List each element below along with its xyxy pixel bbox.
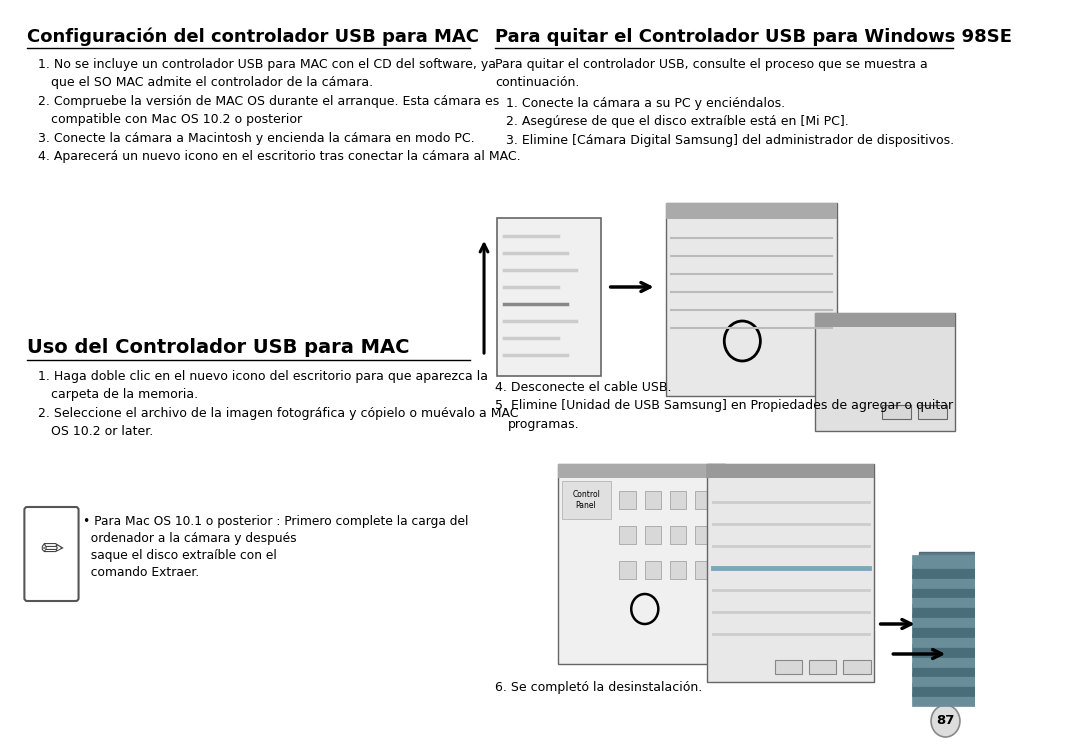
Bar: [645, 526, 661, 544]
Bar: [665, 203, 837, 219]
Text: ✏: ✏: [40, 536, 63, 564]
Bar: [558, 464, 725, 664]
Bar: [670, 491, 686, 509]
Text: Configuración del controlador USB para MAC: Configuración del controlador USB para M…: [27, 28, 480, 46]
Bar: [814, 313, 955, 431]
Text: Para quitar el Controlador USB para Windows 98SE: Para quitar el Controlador USB para Wind…: [495, 28, 1012, 46]
Bar: [919, 552, 1053, 700]
Text: 2. Seleccione el archivo de la imagen fotográfica y cópielo o muévalo a MAC: 2. Seleccione el archivo de la imagen fo…: [38, 407, 518, 420]
Bar: [774, 660, 802, 674]
Bar: [707, 464, 874, 478]
FancyBboxPatch shape: [25, 507, 79, 601]
Text: 2. Asegúrese de que el disco extraíble está en [Mi PC].: 2. Asegúrese de que el disco extraíble e…: [505, 115, 849, 128]
Text: comando Extraer.: comando Extraer.: [83, 566, 200, 580]
Text: Uso del Controlador USB para MAC: Uso del Controlador USB para MAC: [27, 338, 409, 357]
Bar: [843, 660, 870, 674]
Text: 1. No se incluye un controlador USB para MAC con el CD del software, ya: 1. No se incluye un controlador USB para…: [38, 58, 496, 71]
Text: 4. Desconecte el cable USB.: 4. Desconecte el cable USB.: [495, 381, 672, 394]
Bar: [918, 405, 947, 419]
Text: programas.: programas.: [508, 418, 579, 431]
Text: • Para Mac OS 10.1 o posterior : Primero complete la carga del: • Para Mac OS 10.1 o posterior : Primero…: [83, 515, 469, 528]
Bar: [882, 405, 912, 419]
Text: saque el disco extraíble con el: saque el disco extraíble con el: [83, 549, 276, 562]
Bar: [645, 491, 661, 509]
Text: ordenador a la cámara y después: ordenador a la cámara y después: [83, 532, 297, 545]
Bar: [497, 218, 600, 376]
Bar: [620, 491, 636, 509]
Text: 3. Conecte la cámara a Macintosh y encienda la cámara en modo PC.: 3. Conecte la cámara a Macintosh y encie…: [38, 132, 474, 145]
Bar: [620, 526, 636, 544]
Text: 1. Haga doble clic en el nuevo icono del escritorio para que aparezca la: 1. Haga doble clic en el nuevo icono del…: [38, 370, 488, 383]
Bar: [645, 561, 661, 579]
Text: 4. Aparecerá un nuevo icono en el escritorio tras conectar la cámara al MAC.: 4. Aparecerá un nuevo icono en el escrit…: [38, 150, 521, 163]
Bar: [620, 561, 636, 579]
Text: que el SO MAC admite el controlador de la cámara.: que el SO MAC admite el controlador de l…: [51, 76, 373, 90]
Text: 3. Elimine [Cámara Digital Samsung] del administrador de dispositivos.: 3. Elimine [Cámara Digital Samsung] del …: [505, 134, 954, 147]
Bar: [809, 660, 836, 674]
Bar: [562, 481, 611, 519]
Circle shape: [931, 705, 960, 737]
Text: 2. Compruebe la versión de MAC OS durante el arranque. Esta cámara es: 2. Compruebe la versión de MAC OS durant…: [38, 95, 499, 108]
Text: carpeta de la memoria.: carpeta de la memoria.: [51, 389, 198, 401]
Bar: [558, 464, 725, 478]
Text: Para quitar el controlador USB, consulte el proceso que se muestra a: Para quitar el controlador USB, consulte…: [495, 58, 928, 71]
Text: 6. Se completó la desinstalación.: 6. Se completó la desinstalación.: [495, 681, 702, 694]
Text: Control
Panel: Control Panel: [572, 490, 600, 510]
Bar: [696, 526, 712, 544]
Bar: [696, 561, 712, 579]
Bar: [665, 203, 837, 396]
Text: 1. Conecte la cámara a su PC y enciéndalos.: 1. Conecte la cámara a su PC y enciéndal…: [505, 97, 785, 110]
Bar: [814, 313, 955, 327]
Text: continuación.: continuación.: [495, 76, 579, 90]
Bar: [670, 526, 686, 544]
Bar: [670, 561, 686, 579]
Text: 87: 87: [936, 715, 955, 727]
Text: compatible con Mac OS 10.2 o posterior: compatible con Mac OS 10.2 o posterior: [51, 113, 301, 126]
Bar: [707, 464, 874, 682]
Text: 5. Elimine [Unidad de USB Samsung] en Propiedades de agregar o quitar: 5. Elimine [Unidad de USB Samsung] en Pr…: [495, 399, 953, 413]
Text: OS 10.2 or later.: OS 10.2 or later.: [51, 425, 153, 439]
Bar: [696, 491, 712, 509]
